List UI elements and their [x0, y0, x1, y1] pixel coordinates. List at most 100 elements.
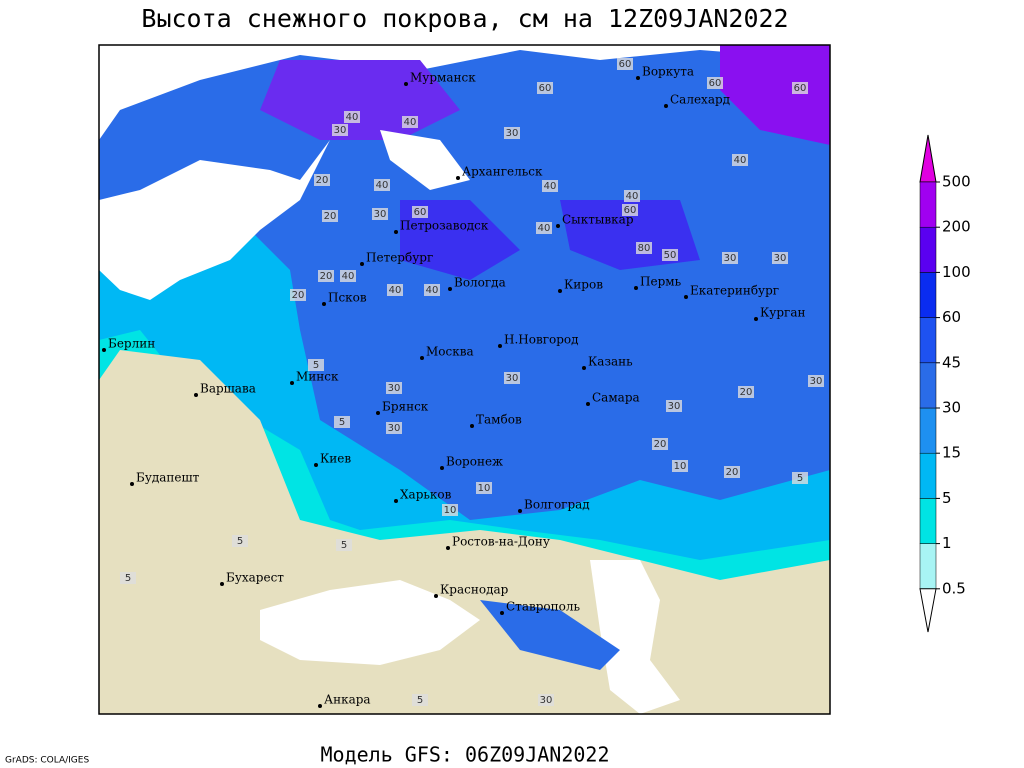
- arctic-sea: [99, 45, 830, 140]
- city-dot: [664, 104, 668, 108]
- contour-label: 60: [624, 205, 637, 216]
- colorbar-label: 60: [942, 308, 961, 326]
- contour-label: 40: [346, 112, 359, 123]
- colorbar-label: 45: [942, 353, 961, 371]
- contour-label: 30: [668, 401, 681, 412]
- city-label: Тамбов: [476, 413, 522, 427]
- city-dot: [440, 466, 444, 470]
- caspian-sea: [590, 560, 680, 714]
- colorbar-swatch: [919, 362, 937, 409]
- contour-label-bg: [722, 252, 738, 264]
- contour-label-bg: [536, 222, 552, 234]
- contour-label-bg: [707, 77, 723, 89]
- contour-label: 60: [414, 207, 427, 218]
- contour-label-bg: [772, 252, 788, 264]
- contour-label-bg: [386, 422, 402, 434]
- title: Высота снежного покрова, см на 12Z09JAN2…: [141, 4, 788, 33]
- colorbar-swatch: [919, 498, 937, 544]
- city-dot: [314, 463, 318, 467]
- credit: GrADS: COLA/IGES: [5, 756, 89, 766]
- contour-label: 10: [674, 461, 687, 472]
- contour-label: 5: [313, 360, 319, 371]
- contour-label-bg: [542, 180, 558, 192]
- city-label: Псков: [328, 291, 367, 305]
- colorbar-swatch: [919, 543, 937, 590]
- city-label: Н.Новгород: [504, 333, 579, 347]
- white-sea: [380, 130, 470, 190]
- contour-label: 20: [316, 175, 329, 186]
- contour-label-bg: [314, 174, 330, 186]
- city-dot: [634, 286, 638, 290]
- city-dot: [636, 76, 640, 80]
- colorbar-label: 500: [942, 173, 971, 191]
- city-label: Москва: [426, 345, 474, 359]
- contour-label-bg: [504, 372, 520, 384]
- city-dot: [376, 411, 380, 415]
- city-dot: [556, 224, 560, 228]
- city-label: Киев: [320, 452, 351, 466]
- baltic-sea: [99, 140, 330, 300]
- city-dot: [394, 230, 398, 234]
- contour-label: 60: [539, 83, 552, 94]
- caucasus-snow: [480, 600, 620, 670]
- snow-deep: [400, 200, 520, 280]
- contour-label: 40: [626, 191, 639, 202]
- contour-label: 5: [341, 540, 347, 551]
- city-label: Волгоград: [524, 498, 590, 512]
- contour-label: 30: [388, 383, 401, 394]
- city-label: Петрозаводск: [400, 219, 489, 233]
- city-dot: [322, 302, 326, 306]
- city-dot: [194, 393, 198, 397]
- city-label: Архангельск: [462, 165, 543, 179]
- colorbar-label: 100: [942, 263, 971, 281]
- contour-label: 60: [709, 78, 722, 89]
- contour-label-bg: [476, 482, 492, 494]
- city-dot: [754, 317, 758, 321]
- contour-label-bg: [340, 270, 356, 282]
- city-dot: [448, 287, 452, 291]
- city-dot: [498, 344, 502, 348]
- city-dot: [456, 176, 460, 180]
- colorbar-cap: [919, 134, 937, 183]
- contour-label: 5: [797, 473, 803, 484]
- city-label: Курган: [760, 306, 805, 320]
- contour-label: 10: [478, 483, 491, 494]
- contour-label: 30: [374, 209, 387, 220]
- contour-label-bg: [424, 284, 440, 296]
- city-dot: [220, 582, 224, 586]
- contour-label-bg: [624, 190, 640, 202]
- contour-label: 60: [794, 83, 807, 94]
- colorbar-label: 15: [942, 444, 961, 462]
- city-label: Пермь: [640, 275, 682, 289]
- city-dot: [360, 262, 364, 266]
- contour-label: 20: [320, 271, 333, 282]
- snow-deep: [720, 45, 830, 145]
- black-sea: [260, 580, 480, 665]
- contour-label: 20: [292, 290, 305, 301]
- contour-label: 30: [506, 128, 519, 139]
- contour-label-bg: [538, 694, 554, 706]
- colorbar-swatch: [919, 272, 937, 318]
- contour-label-bg: [636, 242, 652, 254]
- contour-label: 40: [342, 271, 355, 282]
- city-label: Казань: [588, 355, 633, 369]
- city-dot: [518, 509, 522, 513]
- city-label: Харьков: [400, 488, 452, 502]
- contour-label-bg: [374, 179, 390, 191]
- city-dot: [102, 348, 106, 352]
- map-frame: [98, 44, 831, 715]
- contour-label-bg: [792, 82, 808, 94]
- contour-label: 40: [389, 285, 402, 296]
- city-label: Брянск: [382, 400, 429, 414]
- city-label: Анкара: [324, 693, 371, 707]
- colorbar-swatch: [919, 452, 937, 499]
- city-label: Варшава: [200, 382, 256, 396]
- city-label: Мурманск: [410, 71, 476, 85]
- city-label: Воронеж: [446, 455, 503, 469]
- contour-label-bg: [318, 270, 334, 282]
- contour-label-bg: [504, 127, 520, 139]
- contour-label: 20: [324, 211, 337, 222]
- contour-label: 80: [638, 243, 651, 254]
- city-dot: [404, 82, 408, 86]
- contour-label: 10: [444, 505, 457, 516]
